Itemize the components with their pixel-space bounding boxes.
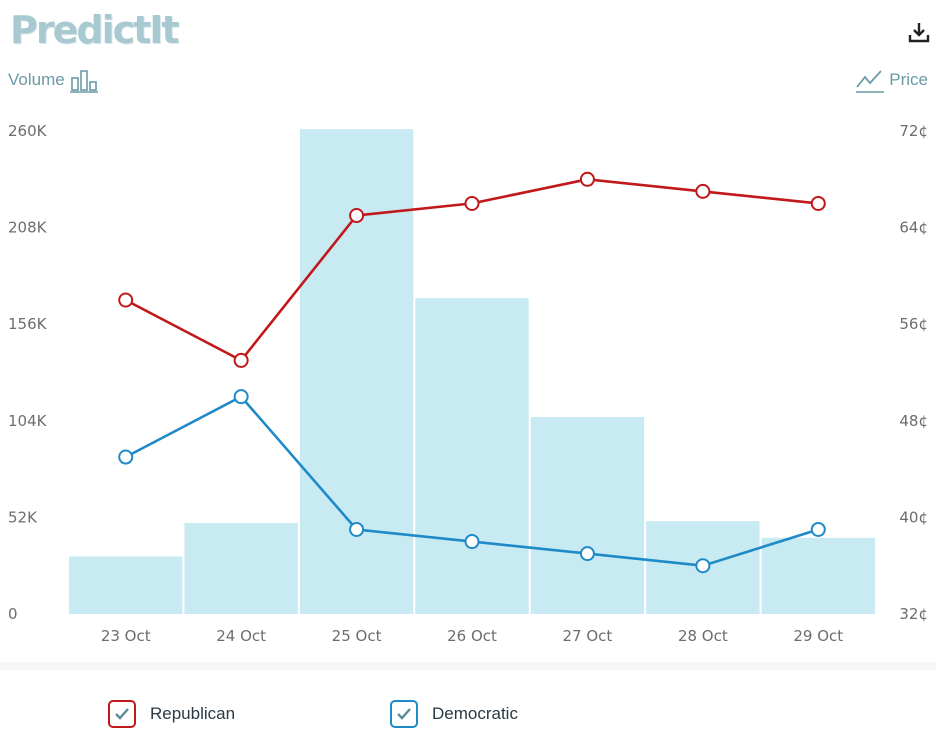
price-point-republican[interactable] <box>349 208 365 224</box>
volume-bar[interactable] <box>184 522 298 614</box>
date-tick-label: 29 Oct <box>793 627 843 645</box>
date-tick-label: 28 Oct <box>678 627 728 645</box>
price-tick-label: 72¢ <box>899 122 928 140</box>
price-points <box>118 171 826 574</box>
price-axis-toggle[interactable]: Price <box>855 66 928 94</box>
price-point-republican[interactable] <box>810 195 826 211</box>
volume-label: Volume <box>8 70 65 89</box>
download-button[interactable] <box>906 20 932 46</box>
price-label: Price <box>889 70 928 89</box>
price-point-republican[interactable] <box>233 352 249 368</box>
volume-bar[interactable] <box>530 417 645 614</box>
date-tick-label: 27 Oct <box>563 627 613 645</box>
volume-axis-toggle[interactable]: Volume <box>8 66 99 94</box>
volume-tick-label: 156K <box>8 315 48 333</box>
price-point-democratic[interactable] <box>810 521 826 537</box>
democratic-checkbox[interactable] <box>390 700 418 728</box>
volume-tick-label: 260K <box>8 122 48 140</box>
volume-axis: 0 52K 104K 156K 208K 260K <box>8 122 48 623</box>
date-tick-label: 26 Oct <box>447 627 497 645</box>
price-point-democratic[interactable] <box>464 534 480 550</box>
check-icon <box>115 708 129 720</box>
date-tick-label: 24 Oct <box>216 627 266 645</box>
chart-divider <box>0 662 936 670</box>
download-icon <box>908 23 930 43</box>
price-tick-label: 64¢ <box>899 219 928 237</box>
bar-chart-icon <box>69 70 98 93</box>
line-chart-icon <box>856 70 885 93</box>
volume-bar[interactable] <box>299 129 414 614</box>
price-axis: 32¢ 40¢ 48¢ 56¢ 64¢ 72¢ <box>899 122 928 623</box>
date-tick-label: 25 Oct <box>332 627 382 645</box>
legend-label-republican: Republican <box>150 704 236 723</box>
volume-bar[interactable] <box>69 556 183 614</box>
price-tick-label: 40¢ <box>899 508 928 526</box>
price-point-republican[interactable] <box>579 171 595 187</box>
date-axis: 23 Oct 24 Oct 25 Oct 26 Oct 27 Oct 28 Oct 29 O… <box>101 627 843 645</box>
price-point-democratic[interactable] <box>349 521 365 537</box>
legend-label-democratic: Democratic <box>432 704 518 723</box>
volume-bar[interactable] <box>415 298 529 614</box>
volume-tick-label: 52K <box>8 508 38 526</box>
legend-item-republican[interactable]: Republican <box>108 700 235 728</box>
price-tick-label: 56¢ <box>899 315 928 333</box>
date-tick-label: 23 Oct <box>101 627 151 645</box>
price-point-republican[interactable] <box>464 195 480 211</box>
price-point-republican[interactable] <box>695 183 711 199</box>
legend-item-democratic[interactable]: Democratic <box>390 700 518 728</box>
check-icon <box>397 708 411 720</box>
price-point-democratic[interactable] <box>233 389 249 405</box>
legend: Republican Democratic <box>0 690 936 750</box>
volume-bar[interactable] <box>761 537 875 614</box>
price-point-democratic[interactable] <box>118 449 134 465</box>
volume-tick-label: 0 <box>8 605 18 623</box>
price-point-republican[interactable] <box>118 292 134 308</box>
volume-tick-label: 104K <box>8 412 48 430</box>
price-tick-label: 32¢ <box>899 605 928 623</box>
volume-tick-label: 208K <box>8 219 48 237</box>
republican-checkbox[interactable] <box>108 700 136 728</box>
price-point-democratic[interactable] <box>579 546 595 562</box>
volume-bars <box>69 129 875 614</box>
predictit-logo: PredictIt <box>10 8 180 52</box>
price-point-democratic[interactable] <box>695 558 711 574</box>
price-tick-label: 48¢ <box>899 412 928 430</box>
